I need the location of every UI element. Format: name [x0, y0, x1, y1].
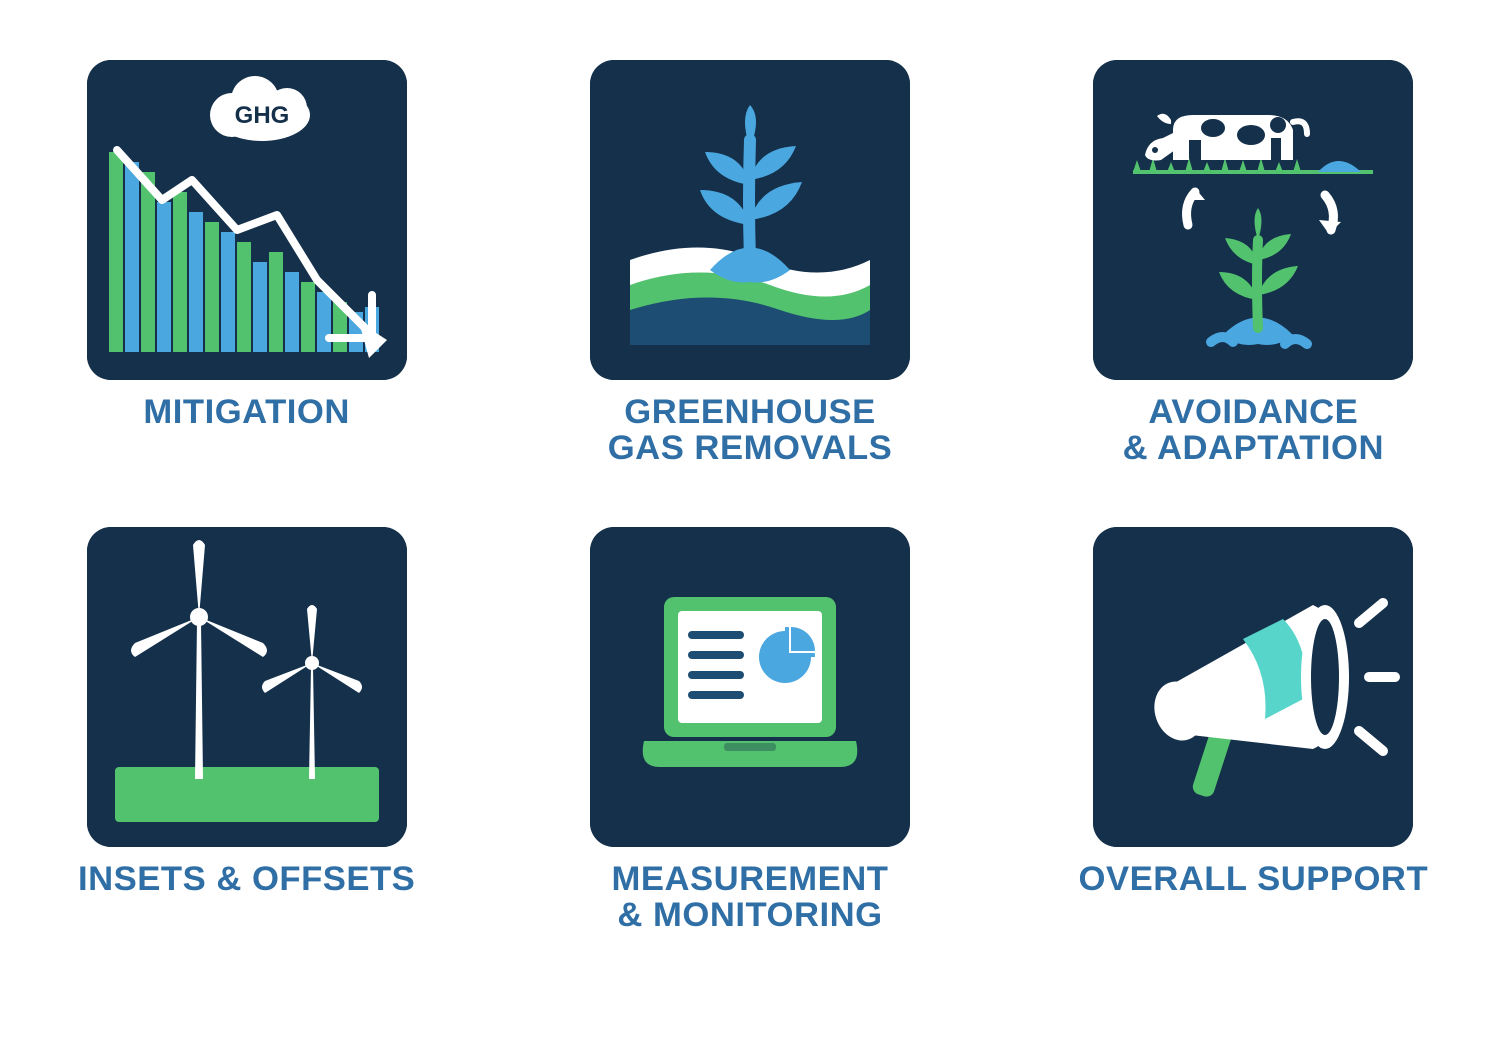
card-avoidance — [1093, 60, 1413, 380]
tile-avoidance: AVOIDANCE & ADAPTATION — [1047, 60, 1460, 467]
tile-mitigation: GHG MITIGATION — [40, 60, 453, 430]
tile-overall-support: OVERALL SUPPORT — [1047, 527, 1460, 897]
label-measurement: MEASUREMENT & MONITORING — [612, 861, 889, 934]
wind-turbines-icon — [87, 527, 407, 847]
label-mitigation: MITIGATION — [143, 394, 350, 430]
card-overall-support — [1093, 527, 1413, 847]
card-insets — [87, 527, 407, 847]
infographic-grid: GHG MITIGATION — [40, 60, 1460, 934]
tile-ghg-removals: GREENHOUSE GAS REMOVALS — [543, 60, 956, 467]
plant-soil-icon — [590, 60, 910, 380]
card-measurement — [590, 527, 910, 847]
label-ghg-removals: GREENHOUSE GAS REMOVALS — [608, 394, 893, 467]
label-overall-support: OVERALL SUPPORT — [1079, 861, 1429, 897]
ghg-chart-icon: GHG — [87, 60, 407, 380]
card-mitigation: GHG — [87, 60, 407, 380]
tile-insets: INSETS & OFFSETS — [40, 527, 453, 897]
tile-measurement: MEASUREMENT & MONITORING — [543, 527, 956, 934]
ghg-cloud-text: GHG — [234, 102, 289, 129]
card-ghg-removals — [590, 60, 910, 380]
laptop-dashboard-icon — [590, 527, 910, 847]
cow-cycle-icon — [1093, 60, 1413, 380]
megaphone-icon — [1093, 527, 1413, 847]
label-avoidance: AVOIDANCE & ADAPTATION — [1123, 394, 1384, 467]
label-insets: INSETS & OFFSETS — [78, 861, 415, 897]
